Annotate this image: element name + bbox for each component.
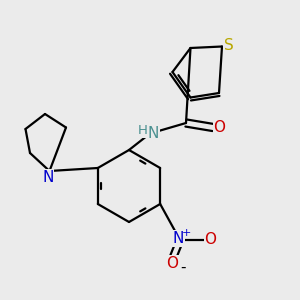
Text: O: O: [214, 120, 226, 135]
Text: N: N: [148, 126, 159, 141]
Text: +: +: [182, 228, 191, 239]
Text: O: O: [205, 232, 217, 247]
Text: N: N: [173, 231, 184, 246]
Text: S: S: [224, 38, 233, 52]
Text: H: H: [138, 124, 147, 137]
Text: N: N: [42, 170, 54, 185]
Text: -: -: [180, 260, 186, 274]
Text: O: O: [167, 256, 178, 271]
